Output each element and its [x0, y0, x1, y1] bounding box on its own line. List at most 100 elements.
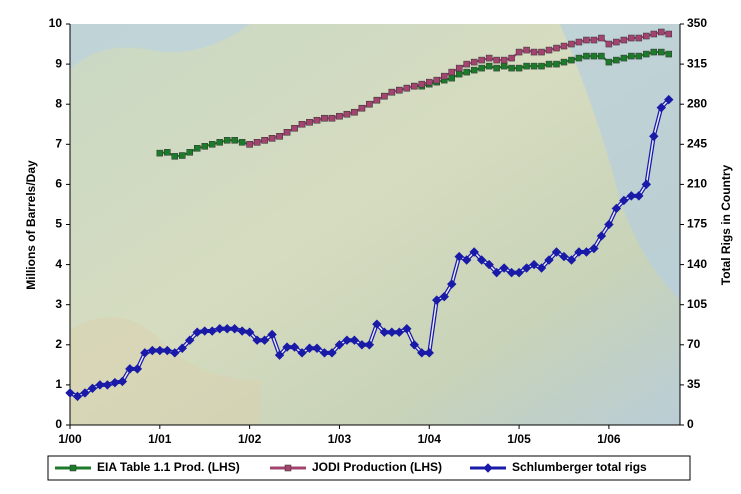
- data-point: [523, 62, 530, 70]
- y-tick-label: 4: [55, 257, 62, 271]
- y-tick-label: 3: [55, 297, 62, 311]
- data-point: [373, 96, 381, 104]
- data-point: [186, 149, 194, 156]
- data-point: [411, 82, 418, 90]
- map-land: [70, 317, 260, 425]
- data-point: [506, 267, 517, 278]
- map-sea: [560, 24, 680, 300]
- data-point: [590, 52, 598, 60]
- data-point: [424, 348, 434, 358]
- data-point: [605, 58, 613, 66]
- data-point: [117, 376, 128, 387]
- data-point: [628, 34, 635, 42]
- x-tick-label: 1/05: [507, 432, 531, 446]
- data-point: [635, 34, 643, 42]
- data-point: [364, 340, 375, 350]
- data-point: [193, 145, 201, 152]
- data-point: [538, 48, 545, 56]
- data-point: [349, 335, 360, 345]
- data-point: [179, 152, 186, 159]
- y2-tick-label: 35: [687, 377, 701, 391]
- data-point: [583, 52, 590, 60]
- data-point: [544, 255, 554, 265]
- data-point: [379, 327, 390, 337]
- data-point: [396, 86, 403, 94]
- data-point: [328, 114, 336, 122]
- data-point: [575, 38, 583, 46]
- data-point: [508, 54, 515, 62]
- data-point: [613, 56, 620, 64]
- data-point: [485, 54, 493, 62]
- data-point: [170, 348, 180, 358]
- data-point: [72, 391, 83, 402]
- legend-label: EIA Table 1.1 Prod. (LHS): [97, 460, 240, 474]
- data-point: [665, 50, 673, 58]
- data-point: [635, 52, 643, 60]
- data-point: [665, 30, 673, 38]
- data-point: [440, 72, 448, 80]
- data-point: [529, 259, 539, 270]
- data-point: [643, 32, 650, 40]
- data-point: [304, 343, 315, 353]
- data-point: [387, 327, 397, 337]
- y2-tick-label: 140: [687, 257, 707, 271]
- data-point: [658, 28, 665, 36]
- x-tick-label: 1/04: [418, 432, 442, 446]
- data-point: [590, 36, 598, 44]
- data-point: [298, 121, 306, 128]
- data-point: [545, 46, 553, 54]
- y-tick-label: 6: [55, 177, 62, 191]
- data-point: [403, 84, 411, 92]
- data-point: [581, 247, 592, 257]
- data-point: [470, 58, 478, 66]
- data-point: [426, 78, 433, 86]
- data-point: [620, 54, 628, 62]
- y2-tick-label: 105: [687, 297, 707, 311]
- legend-label: Schlumberger total rigs: [512, 460, 647, 474]
- data-point: [372, 319, 382, 329]
- data-point: [321, 114, 328, 122]
- data-point: [267, 329, 277, 340]
- data-point: [394, 327, 405, 337]
- y2-tick-label: 70: [687, 337, 701, 351]
- data-point: [110, 377, 120, 388]
- data-point: [568, 56, 575, 64]
- data-point: [463, 60, 470, 68]
- data-point: [530, 62, 538, 70]
- data-point: [238, 139, 246, 146]
- data-point: [388, 88, 396, 96]
- data-point: [641, 179, 652, 190]
- data-point: [604, 219, 614, 230]
- data-point: [102, 380, 113, 390]
- data-point: [216, 139, 223, 146]
- data-point: [252, 335, 262, 345]
- data-point: [476, 255, 487, 265]
- data-point: [455, 70, 463, 78]
- data-point: [319, 348, 330, 358]
- data-point: [650, 48, 658, 56]
- data-point: [306, 118, 313, 126]
- data-point: [192, 327, 202, 337]
- data-point: [613, 38, 620, 46]
- data-point: [297, 348, 307, 358]
- data-point: [530, 48, 538, 56]
- x-tick-label: 1/01: [148, 432, 172, 446]
- data-point: [336, 112, 343, 120]
- data-point: [568, 40, 575, 48]
- data-point: [381, 92, 388, 100]
- data-point: [649, 131, 659, 141]
- data-point: [433, 76, 440, 84]
- data-point: [583, 36, 590, 44]
- data-point: [237, 326, 247, 336]
- data-point: [589, 243, 599, 254]
- data-point: [327, 348, 337, 358]
- data-point: [484, 259, 494, 270]
- data-point: [312, 343, 322, 353]
- data-point: [508, 64, 515, 72]
- data-point: [493, 64, 500, 72]
- data-point: [598, 52, 605, 60]
- data-point: [229, 324, 240, 334]
- data-point: [283, 129, 291, 136]
- data-point: [515, 64, 523, 72]
